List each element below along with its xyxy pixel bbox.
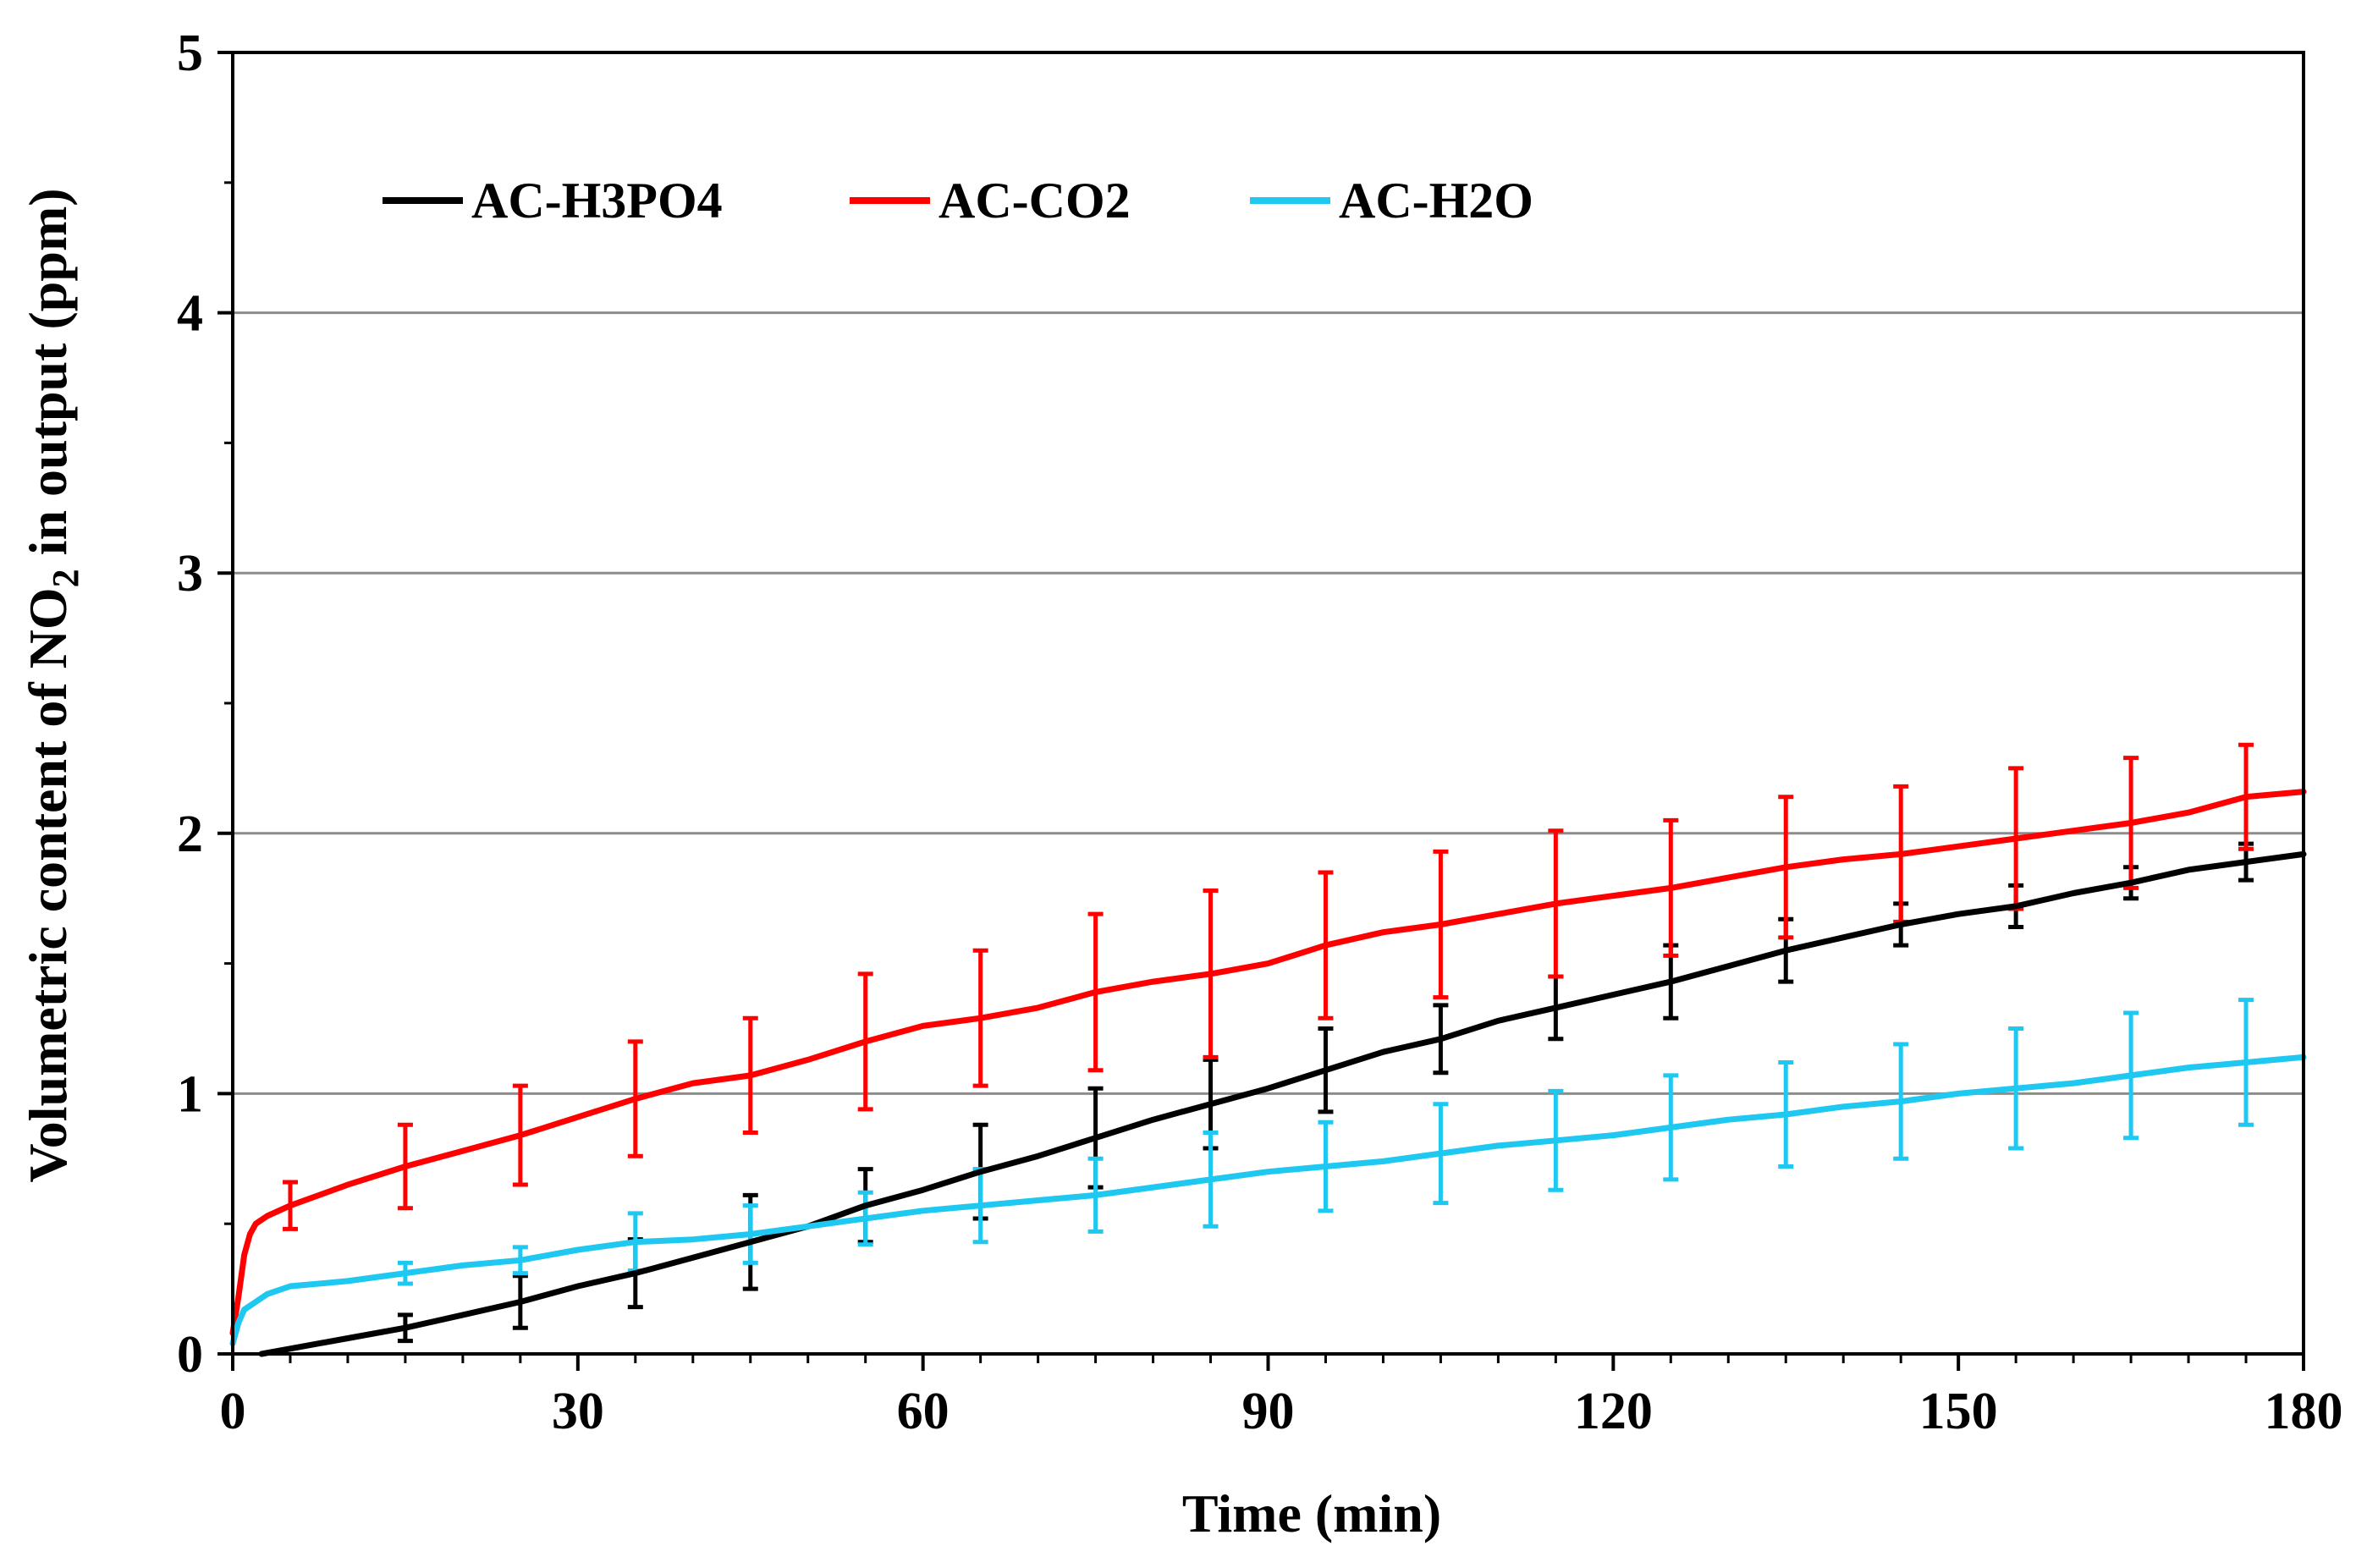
x-axis-title: Time (min)	[1182, 1483, 1441, 1543]
y-axis-title: Volumetric content of NO2 in output (ppm…	[18, 188, 86, 1182]
x-tick-label-60: 60	[897, 1383, 950, 1440]
series-line-ac-h3po4	[258, 850, 2307, 1357]
y-tick-label-0: 0	[177, 1326, 203, 1384]
axes	[217, 51, 2305, 1371]
series-lines	[229, 789, 2307, 1357]
y-tick-label-3: 3	[177, 545, 203, 602]
x-tick-label-120: 120	[1574, 1383, 1653, 1440]
y-axis-title-suffix: in output (ppm)	[18, 188, 78, 569]
y-tick-label-1: 1	[177, 1065, 203, 1123]
series-line-ac-co2	[229, 789, 2307, 1336]
legend: AC-H3PO4 AC-CO2 AC-H2O	[383, 173, 1533, 228]
y-axis-title-prefix: Volumetric content of NO	[18, 587, 78, 1182]
x-tick-label-0: 0	[220, 1383, 246, 1440]
legend-label-ac-co2: AC-CO2	[939, 173, 1131, 228]
x-tick-label-90: 90	[1242, 1383, 1295, 1440]
x-tick-label-30: 30	[552, 1383, 604, 1440]
y-tick-label-4: 4	[177, 285, 203, 343]
legend-label-ac-h2o: AC-H2O	[1339, 173, 1533, 228]
y-axis-title-subscript: 2	[45, 569, 86, 587]
tick-labels: 0 1 2 3 4 5 0 30 60 90 120 150 180	[177, 25, 2343, 1440]
x-tick-label-150: 150	[1919, 1383, 1998, 1440]
x-tick-label-180: 180	[2265, 1383, 2343, 1440]
legend-label-ac-h3po4: AC-H3PO4	[471, 173, 723, 228]
y-tick-label-5: 5	[177, 25, 203, 82]
series-line-ac-h2o	[229, 1054, 2307, 1347]
y-tick-label-2: 2	[177, 806, 203, 863]
